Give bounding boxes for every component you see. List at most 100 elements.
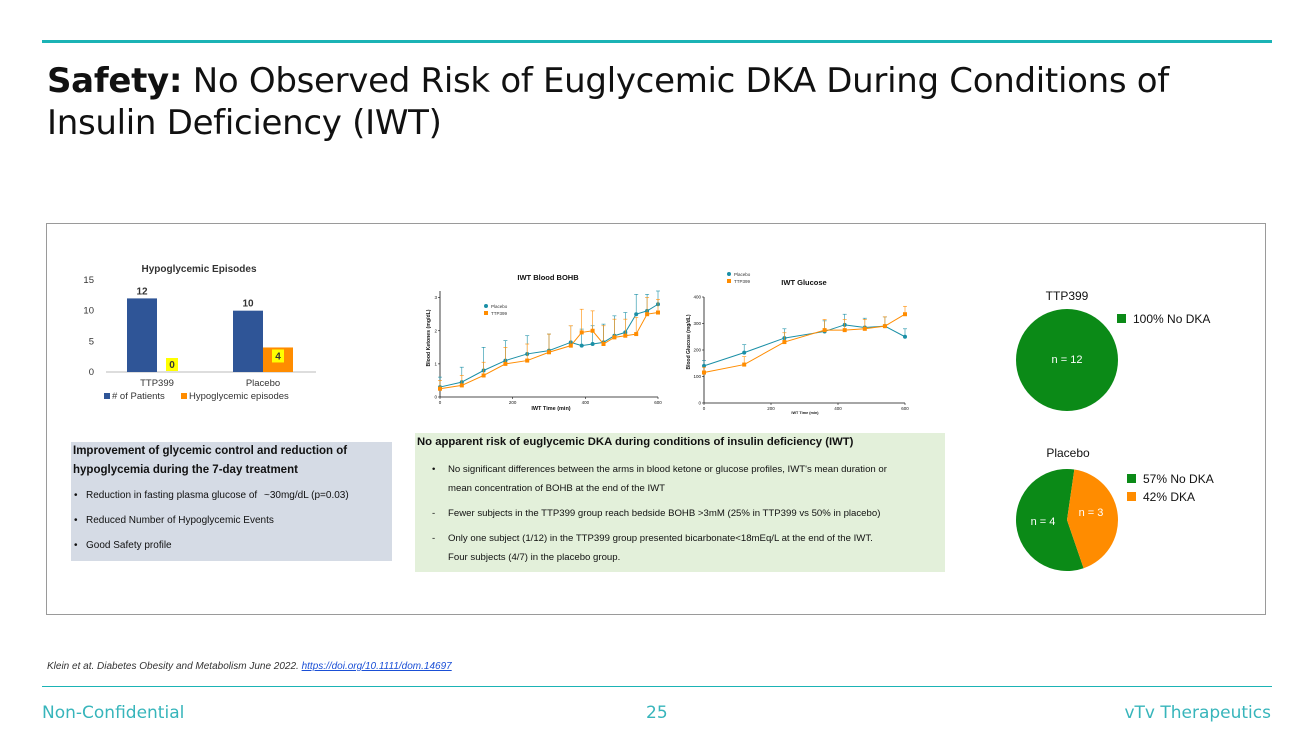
pie-placebo-slices	[1016, 469, 1118, 571]
pie-placebo-legend-a: 57% No DKA	[1143, 472, 1214, 486]
y-tick-label: 1	[434, 361, 437, 366]
bohb-legend: Placebo TTP399	[484, 304, 508, 316]
point-placebo	[702, 363, 706, 368]
series-line	[703, 324, 906, 367]
footer-company: vTv Therapeutics	[1124, 703, 1271, 723]
dka-summary-box: No apparent risk of euglycemic DKA durin…	[415, 433, 945, 572]
point-ttp	[568, 343, 573, 348]
glycemic-bullet-2: • Reduced Number of Hypoglycemic Events	[74, 515, 274, 526]
dka-item-1-line1: No significant differences between the a…	[448, 464, 887, 475]
glucose-legend-placebo-marker	[727, 272, 731, 276]
point-ttp	[656, 310, 660, 315]
glucose-ylabel: Blood Glucose (mg/dL)	[686, 314, 692, 369]
footer-confidentiality: Non-Confidential	[42, 703, 185, 723]
hypo-ytick: 15	[83, 275, 94, 286]
hypo-xtick: TTP399	[140, 378, 174, 389]
point-ttp	[645, 312, 650, 317]
pie-ttp-chart: TTP399 n = 12 100% No DKA	[1016, 289, 1210, 411]
hypo-data-label: 12	[136, 286, 148, 297]
point-placebo	[579, 343, 584, 348]
reference-citation: Klein et at. Diabetes Obesity and Metabo…	[47, 661, 452, 672]
bullet-3-text: Good Safety profile	[86, 540, 172, 551]
glycemic-summary-box: Improvement of glycemic control and redu…	[71, 442, 392, 561]
bullet-2-text: Reduced Number of Hypoglycemic Events	[86, 515, 274, 526]
y-tick-label: 200	[693, 348, 701, 353]
bohb-legend-placebo-marker	[484, 304, 488, 308]
hypo-chart: Hypoglycemic Episodes 0 5 10 15 TTP399 Placeb…	[83, 264, 316, 402]
pie-ttp-inner-label: n = 12	[1052, 354, 1083, 366]
point-ttp	[822, 328, 827, 333]
dka-item-3-line2: Four subjects (4/7) in the placebo group…	[448, 552, 621, 563]
glucose-title: IWT Glucose	[781, 278, 826, 287]
point-ttp	[612, 335, 617, 340]
x-tick-label: 200	[767, 406, 775, 411]
point-ttp	[742, 362, 747, 367]
glucose-legend-placebo: Placebo	[734, 272, 751, 277]
dka-item-3-line1: Only one subject (1/12) in the TTP399 gr…	[448, 533, 873, 544]
x-tick-label: 600	[654, 400, 662, 405]
pie-placebo-legend-swatch-a	[1127, 474, 1136, 483]
y-tick-label: 100	[693, 374, 701, 379]
hypo-title: Hypoglycemic Episodes	[141, 264, 256, 275]
legend-swatch-patients	[104, 393, 110, 399]
bohb-legend-placebo: Placebo	[491, 304, 508, 309]
pie-ttp-legend-label: 100% No DKA	[1133, 312, 1210, 326]
hypo-bar	[233, 310, 263, 372]
reference-text: Klein et at. Diabetes Obesity and Metabo…	[47, 661, 302, 672]
page-number: 25	[646, 703, 668, 723]
bottom-divider	[42, 686, 1272, 687]
pie-placebo-legend-swatch-b	[1127, 492, 1136, 501]
glucose-chart: IWT Glucose 0 100 200 300 400 0 200 400 600 IWT …	[686, 272, 909, 415]
x-tick-label: 400	[582, 400, 590, 405]
bullet-1-text: Reduction in fasting plasma glucose of	[86, 490, 258, 501]
point-ttp	[882, 324, 887, 329]
point-ttp	[623, 333, 628, 338]
pie-ttp-legend-swatch	[1117, 314, 1126, 323]
hypo-ytick: 0	[89, 367, 94, 378]
reference-link[interactable]: https://doi.org/10.1111/dom.14697	[301, 661, 452, 672]
legend-swatch-episodes	[181, 393, 187, 399]
pie-ttp-title: TTP399	[1046, 289, 1089, 303]
x-tick-label: 0	[439, 400, 442, 405]
glucose-legend-ttp-marker	[727, 279, 731, 283]
y-tick-label: 0	[698, 401, 701, 406]
glycemic-heading-line1: Improvement of glycemic control and redu…	[73, 445, 348, 457]
point-ttp	[438, 386, 442, 391]
pie-placebo-inner-b: n = 3	[1079, 507, 1104, 519]
point-ttp	[579, 330, 584, 335]
x-tick-label: 0	[703, 406, 706, 411]
point-ttp	[634, 332, 639, 337]
glucose-legend: Placebo TTP399	[727, 272, 751, 284]
glycemic-bullet-1: • Reduction in fasting plasma glucose of …	[74, 490, 349, 501]
pie-placebo-inner-a: n = 4	[1031, 516, 1056, 528]
point-ttp	[459, 383, 464, 388]
pie-placebo-chart: Placebo n = 4 n = 3 57% No DKA 42% DKA	[1016, 446, 1214, 571]
bohb-ylabel: Blood Ketones (mg/dL)	[426, 309, 432, 366]
point-ttp	[862, 326, 867, 331]
hypo-data-label-bg	[272, 349, 284, 363]
point-ttp	[547, 350, 551, 355]
tilde-value: ~30mg/dL (p=0.03)	[264, 490, 349, 501]
hypo-legend: # of Patients Hypoglycemic episodes	[104, 391, 289, 402]
point-ttp	[481, 373, 486, 378]
hypo-bars: 12 0 10 4	[127, 286, 293, 372]
bohb-plot: 0 1 2 3 0 200 400 600	[434, 290, 662, 405]
glycemic-bullet-3: • Good Safety profile	[74, 540, 172, 551]
point-placebo	[634, 312, 639, 317]
point-placebo	[903, 334, 907, 339]
dka-item-2: - Fewer subjects in the TTP399 group rea…	[432, 504, 881, 523]
top-divider	[42, 40, 1272, 43]
point-placebo	[742, 350, 747, 355]
glycemic-heading-line2: hypoglycemia during the 7-day treatment	[73, 464, 298, 476]
x-tick-label: 200	[509, 400, 517, 405]
pie-slice	[1016, 309, 1118, 411]
dka-heading: No apparent risk of euglycemic DKA durin…	[417, 436, 854, 448]
dka-item-2-line1: Fewer subjects in the TTP399 group reach…	[448, 508, 881, 519]
bohb-title: IWT Blood BOHB	[517, 273, 579, 282]
pie-ttp-slices	[1016, 309, 1118, 411]
hypo-bar	[127, 298, 157, 372]
y-tick-label: 400	[693, 295, 701, 300]
content-frame	[46, 223, 1266, 615]
point-ttp	[601, 342, 606, 346]
glucose-plot: 0 100 200 300 400 0 200 400 600	[693, 295, 909, 412]
